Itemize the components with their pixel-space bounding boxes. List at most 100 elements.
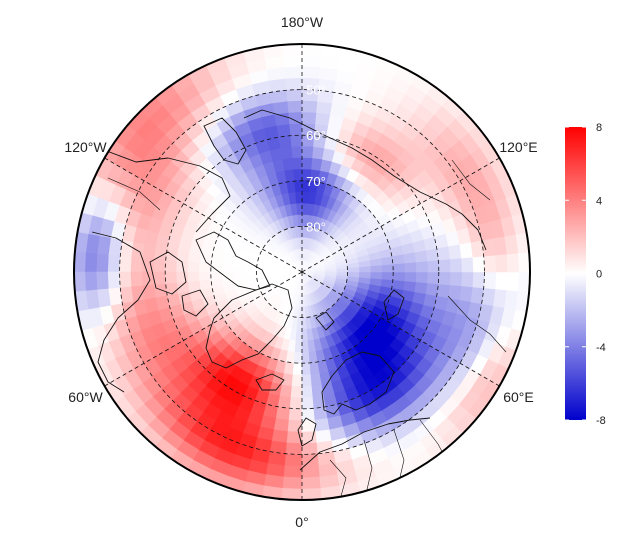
field-cell: [285, 89, 303, 103]
field-cell: [283, 464, 303, 478]
field-cell: [164, 271, 178, 285]
field-cell: [483, 271, 497, 290]
field-cell: [301, 362, 312, 375]
field-cell: [447, 284, 462, 301]
field-cell: [154, 283, 168, 299]
longitude-labels: 180°W 120°W 60°W 0° 60°E 120°E: [64, 14, 537, 530]
colorbar-tick-label: 0: [596, 269, 602, 281]
field-cell: [426, 259, 440, 273]
field-cell: [288, 123, 303, 137]
field-cell: [275, 124, 291, 138]
field-cell: [471, 271, 485, 289]
field-cell: [290, 146, 303, 159]
meridian-300: [104, 271, 303, 387]
field-cell: [449, 271, 462, 287]
latitude-circle-50: [119, 89, 485, 455]
field-cell: [301, 476, 322, 489]
longitude-label: 180°W: [281, 14, 324, 30]
field-cell: [291, 157, 303, 171]
field-cell: [449, 257, 462, 273]
field-cell: [301, 487, 323, 500]
field-cell: [85, 271, 98, 292]
colorbar-tick-label: -8: [596, 415, 606, 427]
field-cell: [415, 260, 428, 273]
field-cell: [130, 271, 144, 288]
field-cell: [273, 112, 290, 127]
field-cell: [425, 282, 439, 297]
field-cell: [290, 385, 303, 398]
field-cell: [311, 146, 325, 161]
field-cell: [301, 146, 314, 159]
field-cell: [199, 253, 213, 265]
field-cell: [369, 271, 383, 280]
field-cell: [282, 55, 303, 68]
field-cell: [426, 271, 440, 285]
field-cell: [284, 77, 303, 91]
field-cell: [294, 339, 303, 353]
longitude-label: 120°W: [64, 139, 107, 155]
colorbar-tick-label: 4: [596, 195, 602, 207]
map-boundary: [73, 43, 531, 501]
field-cell: [74, 251, 87, 273]
field-cell: [273, 417, 290, 432]
field-cell: [517, 271, 530, 293]
field-cell: [380, 278, 394, 289]
field-cell: [392, 271, 405, 282]
field-cell: [291, 373, 303, 387]
field-cell: [289, 134, 303, 148]
field-cell: [107, 254, 121, 273]
meridian-60: [301, 271, 500, 387]
colorbar-tick-label: -4: [596, 342, 606, 354]
field-cell: [85, 252, 98, 273]
field-cell: [391, 279, 405, 291]
field-cell: [233, 265, 246, 273]
field-cell: [347, 271, 360, 278]
field-cell: [96, 271, 110, 291]
field-cell: [292, 169, 303, 182]
field-cell: [285, 350, 296, 364]
field-cell: [282, 476, 303, 489]
field-cell: [285, 441, 303, 455]
field-cell: [176, 271, 189, 284]
colorbar-gradient: [565, 127, 586, 420]
field-cell: [210, 263, 223, 273]
field-cell: [403, 261, 417, 273]
field-cell: [316, 440, 335, 455]
field-cell: [437, 258, 451, 273]
field-cell: [289, 396, 303, 410]
field-cell: [517, 251, 530, 273]
field-cell: [210, 255, 224, 266]
field-cell: [288, 407, 303, 421]
field-cell: [271, 428, 289, 443]
field-cell: [392, 262, 405, 273]
field-cell: [301, 157, 313, 171]
field-cell: [187, 261, 201, 273]
field-cell: [153, 271, 167, 286]
field-cell: [74, 271, 87, 293]
colorbar: 8 4 0 -4 -8: [565, 122, 606, 427]
field-cell: [381, 263, 394, 273]
field-cell: [142, 243, 157, 260]
latitude-label: 70°: [306, 174, 326, 189]
colorbar-tick-label: 8: [596, 122, 602, 134]
latitude-labels: 50° 60° 70° 80°: [306, 83, 326, 235]
field-cell: [313, 406, 329, 420]
field-cell: [293, 180, 303, 193]
field-cell: [335, 271, 348, 277]
field-cell: [301, 112, 317, 125]
field-cell: [447, 243, 462, 260]
longitude-label: 60°E: [503, 389, 534, 405]
field-cell: [310, 158, 323, 172]
field-cell: [315, 101, 333, 116]
field-cell: [221, 264, 235, 273]
field-cell: [415, 271, 428, 284]
field-cell: [119, 286, 134, 305]
field-cell: [494, 253, 508, 273]
longitude-label: 60°W: [68, 389, 103, 405]
field-cell: [296, 317, 303, 330]
meridian-120: [301, 157, 500, 273]
latitude-label: 80°: [306, 219, 326, 234]
field-cell: [403, 271, 417, 283]
field-cell: [301, 191, 310, 205]
field-cell: [301, 464, 321, 478]
